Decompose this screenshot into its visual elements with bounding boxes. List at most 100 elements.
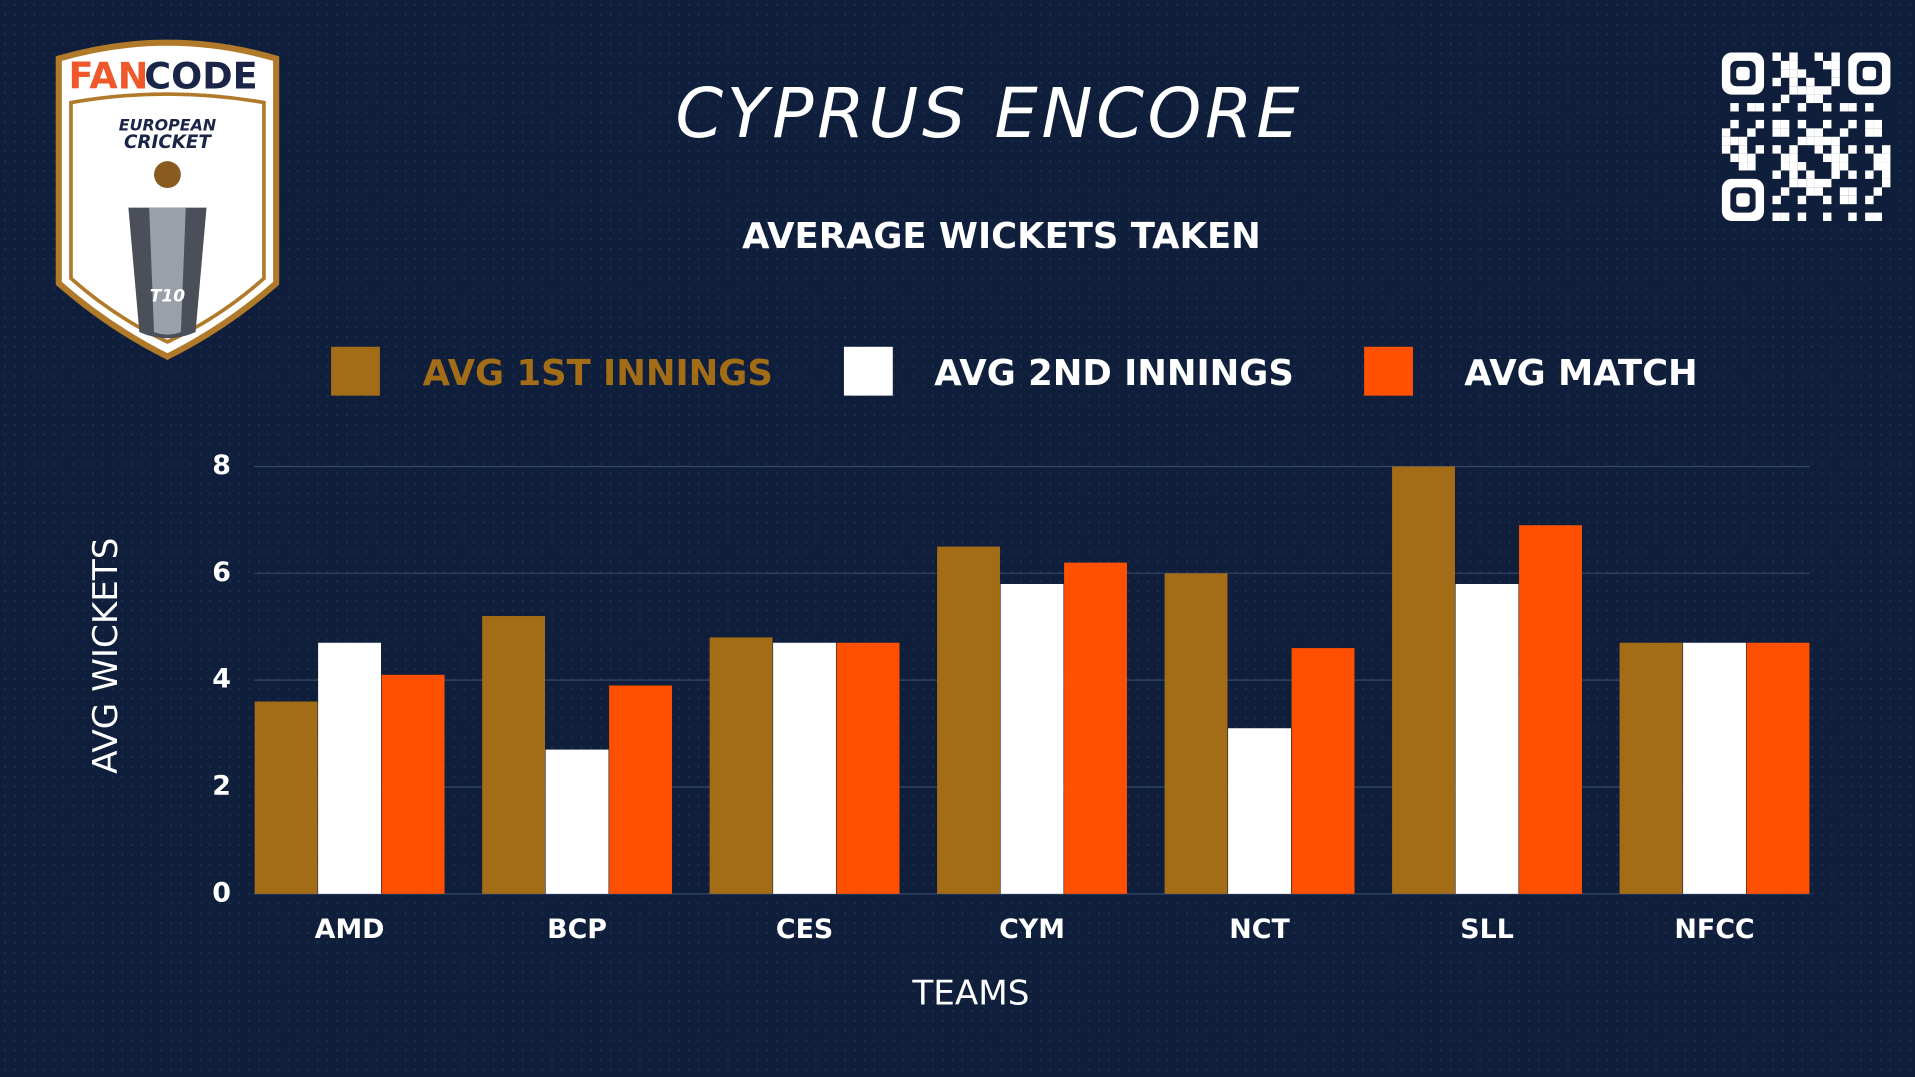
qr-cell: [1806, 187, 1815, 196]
qr-cell: [1873, 187, 1882, 196]
qr-cell: [1873, 212, 1882, 222]
qr-cell: [1780, 212, 1790, 222]
qr-cell: [1806, 94, 1815, 104]
qr-cell: [1881, 170, 1891, 179]
bar: [318, 642, 382, 894]
logo-badge: T10: [150, 287, 186, 307]
qr-cell: [1814, 128, 1824, 137]
qr-cell: [1797, 162, 1807, 171]
qr-cell: [1839, 195, 1849, 205]
qr-cell: [1789, 170, 1798, 179]
qr-cell: [1814, 52, 1824, 61]
qr-cell: [1772, 128, 1781, 137]
x-tick-label: SLL: [1460, 914, 1514, 945]
qr-cell: [1755, 119, 1765, 129]
qr-cell: [1814, 187, 1824, 196]
qr-cell: [1814, 94, 1824, 104]
qr-cell: [1814, 86, 1824, 95]
bar: [482, 616, 546, 894]
qr-cell: [1831, 52, 1840, 61]
qr-cell: [1823, 178, 1832, 188]
qr-cell: [1873, 119, 1882, 129]
qr-cell: [1839, 162, 1849, 171]
logo-ball: [154, 161, 181, 189]
bar: [836, 642, 900, 894]
bar: [254, 701, 318, 894]
logo-line-2: CRICKET: [124, 132, 212, 153]
qr-cell: [1865, 145, 1874, 154]
logo-trophy-highlight: [149, 207, 186, 335]
qr-cell: [1780, 60, 1790, 70]
qr-cell: [1823, 195, 1832, 205]
qr-cell: [1772, 119, 1781, 129]
qr-cell: [1747, 103, 1756, 112]
qr-cell: [1848, 195, 1857, 205]
bar: [773, 642, 837, 894]
qr-cell: [1865, 170, 1874, 179]
qr-cell: [1831, 170, 1840, 179]
qr-finder: [1736, 66, 1750, 81]
qr-finder: [1862, 66, 1877, 81]
bar: [1455, 583, 1519, 894]
legend-label: AVG 1ST INNINGS: [423, 353, 773, 394]
qr-cell: [1806, 77, 1815, 87]
qr-cell: [1747, 128, 1756, 137]
qr-cell: [1797, 86, 1807, 95]
logo: FAN CODE EUROPEAN CRICKET T10: [55, 39, 280, 360]
bar: [1619, 642, 1683, 894]
x-tick-label: AMD: [315, 914, 385, 945]
qr-cell: [1881, 153, 1891, 163]
qr-finder: [1736, 193, 1750, 207]
qr-cell: [1881, 178, 1891, 188]
qr-cell: [1738, 153, 1748, 163]
x-tick-label: NCT: [1229, 914, 1290, 945]
bar: [609, 685, 673, 894]
bar: [937, 546, 1000, 894]
qr-cell: [1831, 162, 1840, 171]
qr-cell: [1806, 136, 1815, 146]
qr-cell: [1865, 119, 1874, 129]
qr-cell: [1865, 195, 1874, 205]
logo-shield: [55, 39, 280, 360]
bar: [1746, 642, 1810, 894]
qr-cell: [1865, 212, 1874, 222]
bar: [1228, 728, 1291, 894]
bar: [709, 637, 773, 894]
qr-cell: [1873, 153, 1882, 163]
y-tick-label: 0: [212, 877, 231, 908]
qr-cell: [1814, 136, 1824, 146]
qr-cell: [1839, 103, 1849, 112]
qr-cell: [1873, 128, 1882, 137]
qr-cell: [1831, 77, 1840, 87]
bar: [1000, 583, 1064, 894]
qr-cell: [1823, 86, 1832, 95]
qr-cell: [1823, 153, 1832, 163]
logo-line-1: EUROPEAN: [119, 115, 216, 134]
legend-label: AVG 2ND INNINGS: [934, 353, 1294, 394]
qr-cell: [1789, 52, 1798, 61]
qr-cell: [1721, 145, 1731, 154]
bar: [1291, 648, 1355, 894]
qr-cell: [1747, 162, 1756, 171]
qr-cell: [1730, 103, 1739, 112]
qr-cell: [1738, 162, 1748, 171]
legend-label: AVG MATCH: [1464, 353, 1697, 394]
qr-cell: [1721, 128, 1731, 137]
y-axis-title: AVG WICKETS: [86, 538, 126, 774]
qr-cell: [1738, 145, 1748, 154]
qr-cell: [1780, 69, 1790, 78]
qr-cell: [1881, 145, 1891, 154]
qr-cell: [1797, 136, 1807, 146]
x-tick-label: BCP: [547, 914, 607, 945]
qr-cell: [1848, 187, 1857, 196]
qr-cell: [1772, 170, 1781, 179]
logo-brand-1: FAN: [69, 55, 149, 98]
qr-cell: [1806, 128, 1815, 137]
y-tick-label: 8: [212, 450, 231, 481]
x-tick-label: CYM: [999, 914, 1065, 945]
qr-cell: [1839, 128, 1849, 137]
qr-cell: [1831, 136, 1840, 146]
y-tick-label: 4: [212, 664, 231, 695]
qr-cell: [1789, 153, 1798, 163]
bar: [1683, 642, 1746, 894]
